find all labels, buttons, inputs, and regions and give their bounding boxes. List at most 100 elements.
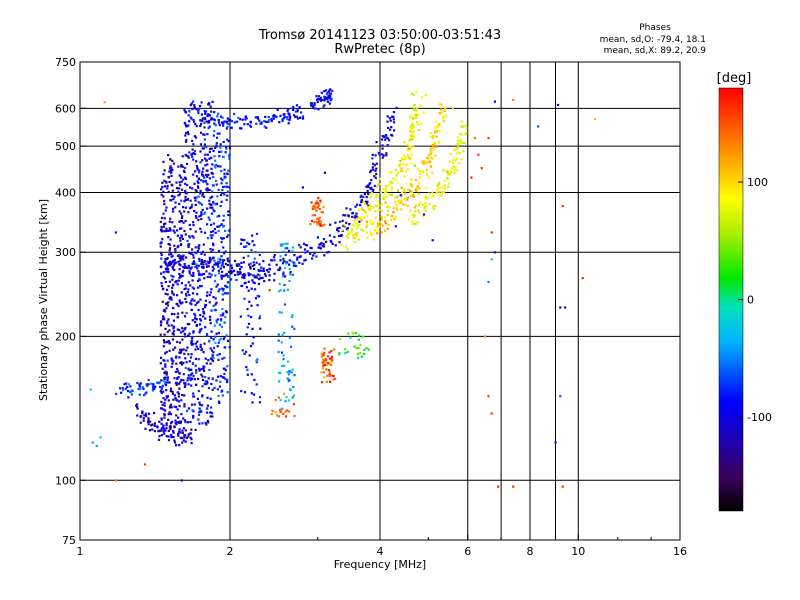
data-point: [212, 201, 215, 204]
data-point: [379, 191, 383, 194]
data-point: [413, 164, 416, 167]
data-point: [198, 367, 201, 370]
data-point: [394, 178, 397, 181]
data-point: [222, 185, 225, 189]
data-point: [323, 371, 326, 374]
data-point: [428, 192, 431, 195]
data-point: [182, 427, 186, 430]
data-point: [262, 267, 265, 270]
data-point: [399, 159, 402, 163]
data-point: [409, 158, 412, 161]
data-point: [319, 99, 322, 102]
data-point: [204, 112, 207, 115]
data-point: [368, 203, 371, 206]
data-point: [183, 394, 186, 397]
data-point: [373, 175, 376, 178]
data-point: [172, 327, 175, 330]
data-point: [170, 274, 173, 277]
data-point: [266, 269, 269, 272]
data-point: [217, 341, 220, 344]
data-point: [370, 186, 373, 189]
data-point: [392, 121, 396, 124]
data-point: [203, 143, 206, 146]
data-point: [282, 273, 285, 276]
data-point: [176, 294, 179, 297]
data-point: [165, 270, 168, 273]
data-point: [245, 117, 248, 120]
data-point: [206, 163, 209, 166]
data-point: [192, 274, 195, 277]
data-point: [188, 223, 191, 227]
data-point: [222, 121, 225, 124]
data-point: [178, 430, 181, 433]
data-point: [369, 196, 372, 199]
data-point: [164, 258, 167, 261]
data-point: [180, 479, 183, 482]
data-point: [168, 280, 171, 283]
data-point: [206, 380, 209, 383]
data-point: [186, 346, 189, 349]
data-point: [223, 175, 226, 178]
data-point: [319, 223, 322, 226]
data-point: [324, 97, 327, 100]
data-point: [187, 114, 190, 117]
data-point: [409, 148, 412, 151]
data-point: [416, 187, 419, 190]
data-point: [212, 222, 215, 225]
data-point: [161, 238, 164, 241]
data-point: [473, 137, 476, 140]
data-point: [421, 96, 424, 99]
data-point: [177, 400, 180, 403]
data-point: [195, 160, 198, 163]
data-point: [188, 332, 191, 335]
data-point: [422, 162, 425, 165]
data-point: [169, 229, 172, 232]
data-point: [195, 211, 198, 214]
data-point: [161, 185, 164, 189]
data-point: [434, 130, 437, 133]
data-point: [183, 263, 186, 266]
data-point: [208, 150, 211, 153]
data-point: [160, 193, 163, 196]
data-point: [190, 252, 193, 255]
data-point: [322, 358, 325, 361]
data-point: [190, 117, 193, 120]
data-point: [313, 214, 317, 217]
data-point: [344, 214, 347, 217]
data-point: [186, 409, 189, 412]
data-point: [160, 282, 163, 285]
data-point: [203, 121, 206, 124]
data-point: [168, 349, 171, 352]
data-point: [290, 260, 293, 263]
data-point: [183, 403, 186, 406]
data-point: [412, 193, 415, 197]
data-point: [306, 244, 309, 247]
data-point: [383, 191, 386, 195]
data-point: [215, 183, 218, 186]
stats-x-mode: mean, sd,X: 89.2, 20.9: [604, 46, 707, 56]
data-point: [163, 427, 166, 430]
data-point: [190, 153, 193, 156]
data-point: [162, 430, 165, 433]
data-point: [421, 203, 424, 206]
data-point: [349, 336, 352, 339]
data-point: [164, 310, 167, 313]
data-point: [187, 132, 190, 136]
data-point: [176, 312, 180, 315]
data-point: [173, 377, 176, 380]
data-point: [214, 166, 217, 169]
data-point: [273, 254, 276, 257]
data-point: [218, 353, 221, 356]
data-point: [188, 207, 192, 210]
data-point: [256, 116, 260, 119]
data-point: [233, 112, 236, 116]
data-point: [196, 250, 199, 253]
data-point: [390, 186, 394, 190]
data-point: [216, 136, 219, 139]
data-point: [431, 171, 434, 174]
data-point: [205, 173, 208, 176]
data-point: [171, 390, 174, 393]
data-point: [202, 180, 205, 183]
data-point: [197, 413, 201, 416]
data-point: [321, 245, 324, 248]
